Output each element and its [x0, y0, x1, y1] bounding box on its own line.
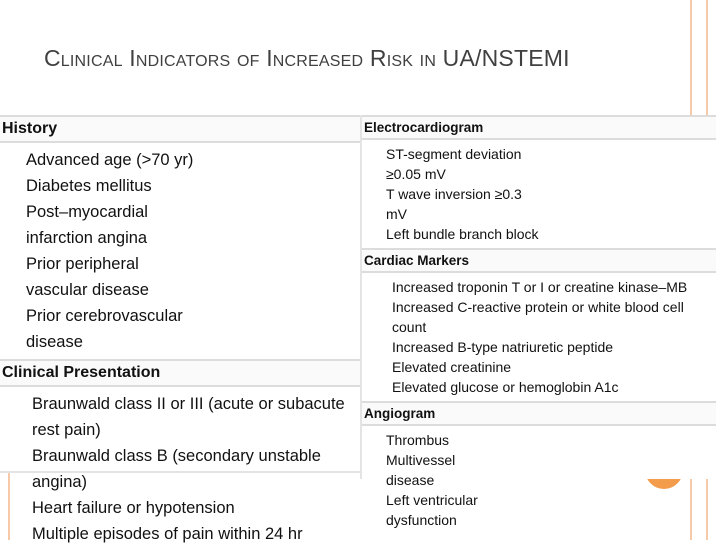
- item-list: Increased troponin T or I or creatine ki…: [362, 273, 716, 401]
- list-item: Diabetes mellitus: [26, 177, 152, 195]
- list-item: T wave inversion ≥0.3 mV: [386, 186, 522, 222]
- item-list: Advanced age (>70 yr) Diabetes mellitus Po…: [0, 143, 360, 359]
- list-item: Elevated glucose or hemoglobin A1c: [392, 379, 619, 395]
- list-item: Prior cerebrovascular disease: [26, 307, 183, 351]
- right-table: Electrocardiogram ST-segment deviation ≥0…: [360, 115, 716, 528]
- list-item: Prior peripheral vascular disease: [26, 255, 149, 299]
- section-heading: Clinical Presentation: [0, 359, 360, 387]
- left-table: History Advanced age (>70 yr) Diabetes mel…: [0, 115, 362, 543]
- list-item: Braunwald class B (secondary unstable an…: [32, 447, 321, 491]
- section-heading: Electrocardiogram: [362, 115, 716, 140]
- list-item: Left bundle branch block: [386, 226, 539, 242]
- section-heading: History: [0, 115, 360, 143]
- section-heading: Cardiac Markers: [362, 248, 716, 273]
- list-item: Increased C-reactive protein or white bl…: [392, 299, 684, 335]
- list-item: Braunwald class II or III (acute or suba…: [32, 395, 345, 439]
- list-item: ST-segment deviation ≥0.05 mV: [386, 146, 522, 182]
- list-item: Post–myocardial infarction angina: [26, 203, 148, 247]
- list-item: Multiple episodes of pain within 24 hr: [32, 525, 303, 543]
- list-item: Multivessel disease: [386, 452, 456, 488]
- list-item: Thrombus: [386, 432, 450, 448]
- list-item: Elevated creatinine: [392, 359, 512, 375]
- list-item: Advanced age (>70 yr): [26, 151, 194, 169]
- item-list: Braunwald class II or III (acute or suba…: [0, 387, 360, 551]
- slide-title: Clinical Indicators of Increased Risk in…: [44, 45, 570, 71]
- item-list: Thrombus Multivessel disease Left ventricu…: [362, 426, 716, 534]
- section-heading: Angiogram: [362, 401, 716, 426]
- list-item: Increased troponin T or I or creatine ki…: [392, 279, 688, 295]
- list-item: Increased B-type natriuretic peptide: [392, 339, 614, 355]
- left-rule: [8, 470, 10, 540]
- list-item: Heart failure or hypotension: [32, 499, 235, 517]
- item-list: ST-segment deviation ≥0.05 mV T wave inve…: [362, 140, 716, 248]
- list-item: Left ventricular dysfunction: [386, 492, 478, 528]
